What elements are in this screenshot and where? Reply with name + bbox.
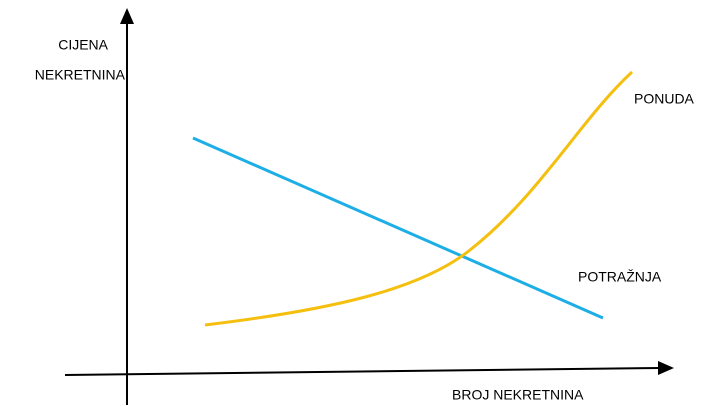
x-axis-arrow: [658, 361, 674, 375]
y-axis-arrow: [120, 8, 134, 24]
y-axis-label: CIJENA: [58, 37, 108, 53]
supply-curve: [204, 70, 634, 327]
y-axis-label: NEKRETNINA: [35, 67, 126, 83]
demand-label: POTRAŽNJA: [578, 269, 662, 285]
x-axis: [64, 367, 661, 376]
demand-line: [192, 136, 604, 320]
x-axis-label: BROJ NEKRETNINA: [452, 387, 584, 403]
supply-label: PONUDA: [634, 91, 695, 107]
